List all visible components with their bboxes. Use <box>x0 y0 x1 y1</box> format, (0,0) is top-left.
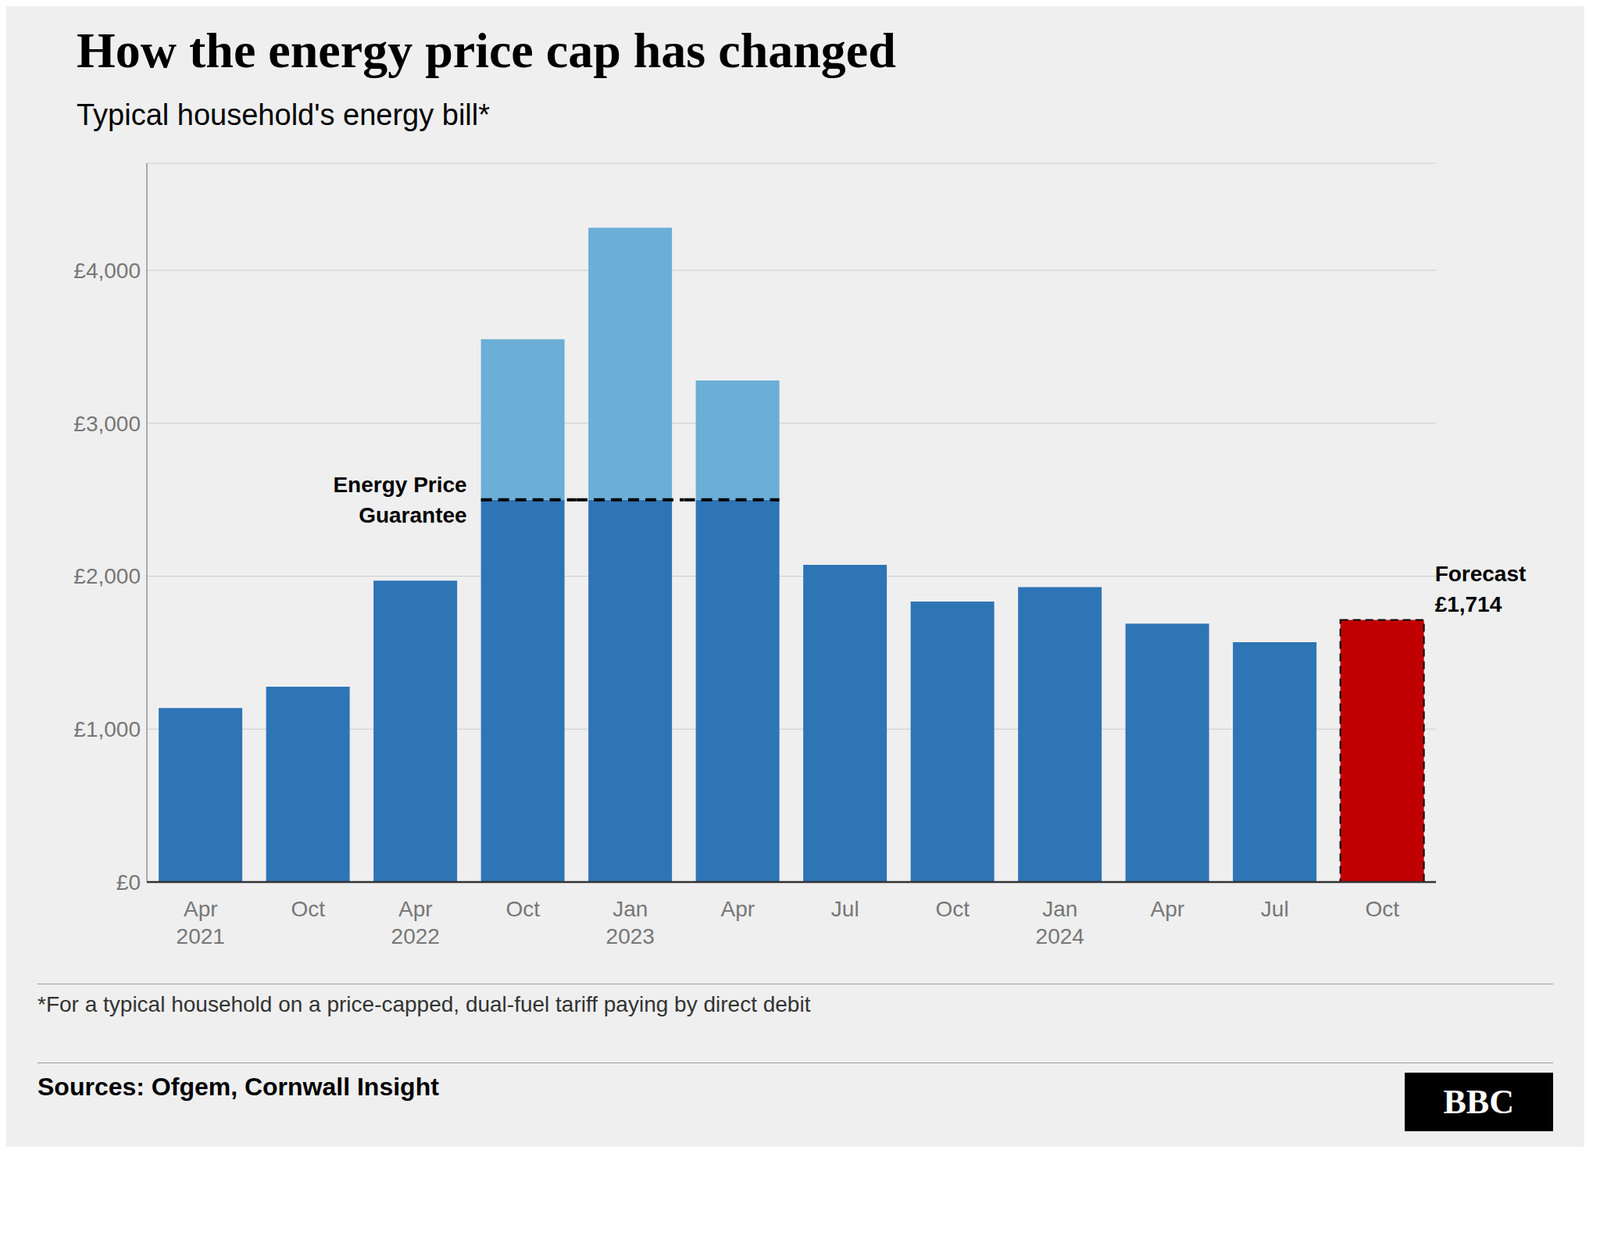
svg-text:Apr: Apr <box>720 896 755 922</box>
svg-text:Energy PriceGuarantee: Energy PriceGuarantee <box>332 472 467 528</box>
svg-text:Apr2022: Apr2022 <box>391 896 440 949</box>
svg-text:£4,000: £4,000 <box>73 258 141 283</box>
svg-text:Apr: Apr <box>1150 896 1185 922</box>
svg-text:Oct: Oct <box>1364 896 1400 922</box>
svg-text:Jul: Jul <box>831 896 860 922</box>
svg-text:Oct: Oct <box>505 896 540 922</box>
svg-text:£3,000: £3,000 <box>73 411 141 436</box>
svg-text:Jul: Jul <box>1260 896 1290 922</box>
html-text:Typical household's energy bil: Typical household's energy bill* <box>76 98 490 132</box>
svg-text:Jan2024: Jan2024 <box>1035 896 1085 949</box>
svg-text:Jan2023: Jan2023 <box>606 896 655 949</box>
svg-text:£0: £0 <box>116 870 141 895</box>
svg-text:£1,000: £1,000 <box>73 717 141 742</box>
html-text:How the energy price cap has c: How the energy price cap has changed <box>76 22 896 79</box>
html-text:BBC: BBC <box>1443 1082 1515 1122</box>
svg-text:£2,000: £2,000 <box>73 564 141 589</box>
svg-text:Oct: Oct <box>290 896 325 922</box>
svg-text:Forecast£1,714: Forecast£1,714 <box>1435 561 1527 617</box>
html-text:Sources: Ofgem, Cornwall Insig: Sources: Ofgem, Cornwall Insight <box>37 1072 439 1101</box>
svg-text:Apr2021: Apr2021 <box>176 896 225 949</box>
html-text:*For a typical household on a: *For a typical household on a price-capp… <box>37 992 811 1017</box>
svg-text:Oct: Oct <box>935 896 970 922</box>
